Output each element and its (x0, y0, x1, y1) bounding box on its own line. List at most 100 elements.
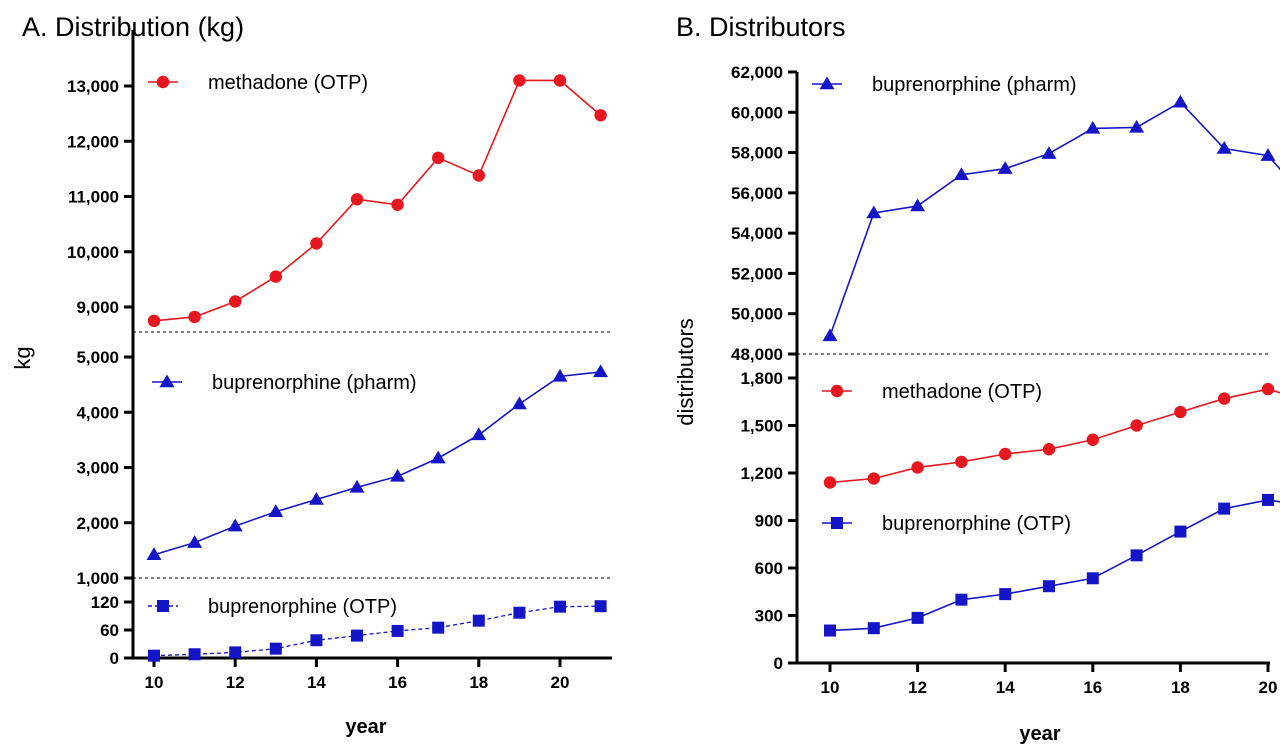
panel-a-data-point (432, 151, 445, 165)
panel-a-data-point (430, 450, 446, 464)
panel-b-x-tick-label: 18 (1171, 678, 1190, 697)
panel-b-distributors-chart: B. Distributors distributors year 10 12 14… (673, 12, 1280, 745)
panel-a-data-point (187, 535, 203, 548)
panel-a-data-point (268, 504, 284, 517)
panel-a-data-point (553, 74, 567, 87)
panel-a-data-point (432, 621, 445, 634)
panel-a-x-tick-label: 14 (307, 673, 326, 692)
panel-b-data-point (1174, 405, 1187, 419)
panel-b-y-axis-title: distributors (673, 318, 698, 426)
panel-b-legend-marker (831, 517, 843, 529)
panel-b-x-tick-label: 16 (1083, 678, 1102, 697)
panel-b-data-point (953, 167, 969, 180)
panel-a-y-tick-label: 60 (100, 621, 119, 640)
panel-a-y-tick-label: 4,000 (76, 403, 119, 422)
panel-b-data-point (1261, 382, 1275, 396)
panel-b-x-tick-label: 10 (821, 678, 840, 697)
panel-b-data-point (910, 198, 926, 212)
panel-b-data-point (1042, 443, 1056, 456)
panel-b-x-tick-label: 12 (908, 678, 927, 697)
panel-b-data-point (999, 447, 1012, 461)
panel-b-y-tick-label: 52,000 (731, 264, 783, 283)
panel-b-legend-label: buprenorphine (pharm) (872, 74, 1077, 96)
panel-b-data-point (1262, 493, 1274, 506)
panel-b-data-point (1043, 580, 1055, 593)
panel-a-plot-area: 10 12 14 16 18 20 9,000 10,000 11,000 12,000 13,00… (67, 30, 612, 692)
panel-b-y-tick-label: 60,000 (731, 103, 783, 122)
panel-a-y-tick-label: 5,000 (76, 348, 119, 367)
panel-b-data-point (1218, 502, 1231, 515)
panel-b-legend-label: buprenorphine (OTP) (882, 513, 1071, 535)
panel-a-data-point (554, 600, 566, 613)
panel-b-x-tick-label: 20 (1259, 678, 1278, 697)
panel-a-legend-marker (156, 75, 170, 89)
panel-a-data-point (188, 648, 201, 661)
panel-a-y-tick-label: 10,000 (67, 243, 119, 262)
panel-b-data-point (1041, 146, 1057, 159)
panel-a-data-point (391, 198, 404, 211)
panel-a-data-point (227, 518, 243, 532)
panel-a-data-point (513, 74, 526, 87)
panel-b-data-point (1174, 525, 1187, 538)
panel-a-series-line (153, 371, 601, 556)
panel-a-data-point (513, 606, 526, 619)
panel-b-series-line (829, 499, 1280, 632)
panel-a-series-line (153, 79, 602, 322)
panel-a-data-point (146, 547, 162, 561)
panel-b-data-point (1218, 392, 1231, 405)
panel-a-data-point (593, 364, 609, 378)
panel-b-data-point (955, 455, 968, 469)
panel-b-data-point (1086, 572, 1099, 585)
panel-a-data-point (350, 193, 364, 206)
panel-b-legend-marker (819, 76, 835, 90)
panel-b-data-point (911, 611, 924, 624)
panel-a-data-point (472, 169, 485, 182)
panel-a-legend-label: buprenorphine (pharm) (212, 372, 417, 394)
panel-b-y-tick-label: 56,000 (731, 184, 783, 203)
panel-a-y-tick-label: 3,000 (76, 459, 119, 478)
panel-b-x-axis-title: year (1019, 723, 1060, 745)
panel-a-series-line (153, 605, 601, 657)
panel-b-series-line (829, 388, 1280, 484)
panel-a-y-tick-label: 12,000 (67, 132, 119, 151)
panel-a-y-tick-label: 2,000 (76, 514, 119, 533)
panel-b-title: B. Distributors (676, 12, 846, 42)
panel-a-data-point (310, 634, 323, 647)
panel-b-data-point (824, 624, 836, 637)
panel-b-x-tick-label: 14 (996, 678, 1015, 697)
panel-a-data-point (390, 468, 406, 482)
panel-a-data-point (391, 624, 404, 637)
panel-b-data-point (1172, 94, 1188, 108)
panel-a-data-point (148, 649, 160, 662)
panel-a-legend-label: methadone (OTP) (208, 72, 368, 94)
panel-b-plot-area: 10 12 14 16 18 20 48,000 50,000 52,000 54,000 56,0… (731, 63, 1280, 697)
panel-b-data-point (1130, 419, 1143, 432)
panel-a-data-point (229, 646, 242, 659)
panel-b-data-point (867, 472, 880, 485)
panel-a-data-point (188, 310, 201, 324)
panel-a-legend-marker (157, 600, 169, 612)
panel-a-data-point (269, 642, 282, 655)
panel-b-y-tick-label: 600 (755, 559, 783, 578)
panel-a-legend-label: buprenorphine (OTP) (208, 596, 397, 618)
panel-a-data-point (472, 614, 485, 627)
panel-a-x-tick-label: 16 (388, 673, 407, 692)
panel-b-data-point (866, 205, 882, 219)
panel-a-data-point (269, 270, 282, 283)
panel-a-x-tick-label: 18 (469, 673, 488, 692)
panel-a-data-point (308, 492, 324, 505)
panel-b-data-point (955, 593, 968, 606)
panel-b-y-tick-label: 900 (755, 512, 783, 531)
panel-a-data-point (310, 237, 323, 250)
panel-a-y-axis-title: kg (10, 346, 35, 369)
panel-a-distribution-chart: A. Distribution (kg) kg year 10 12 14 16 18 2… (10, 12, 612, 738)
panel-b-data-point (1130, 549, 1143, 562)
panel-b-data-point (1086, 433, 1100, 446)
panel-a-x-tick-label: 10 (145, 673, 164, 692)
panel-a-legend-marker (159, 374, 175, 388)
panel-b-series-line (829, 101, 1280, 337)
panel-a-data-point (351, 629, 363, 642)
panel-b-data-point (1129, 119, 1145, 133)
panel-b-y-tick-label: 300 (755, 607, 783, 626)
